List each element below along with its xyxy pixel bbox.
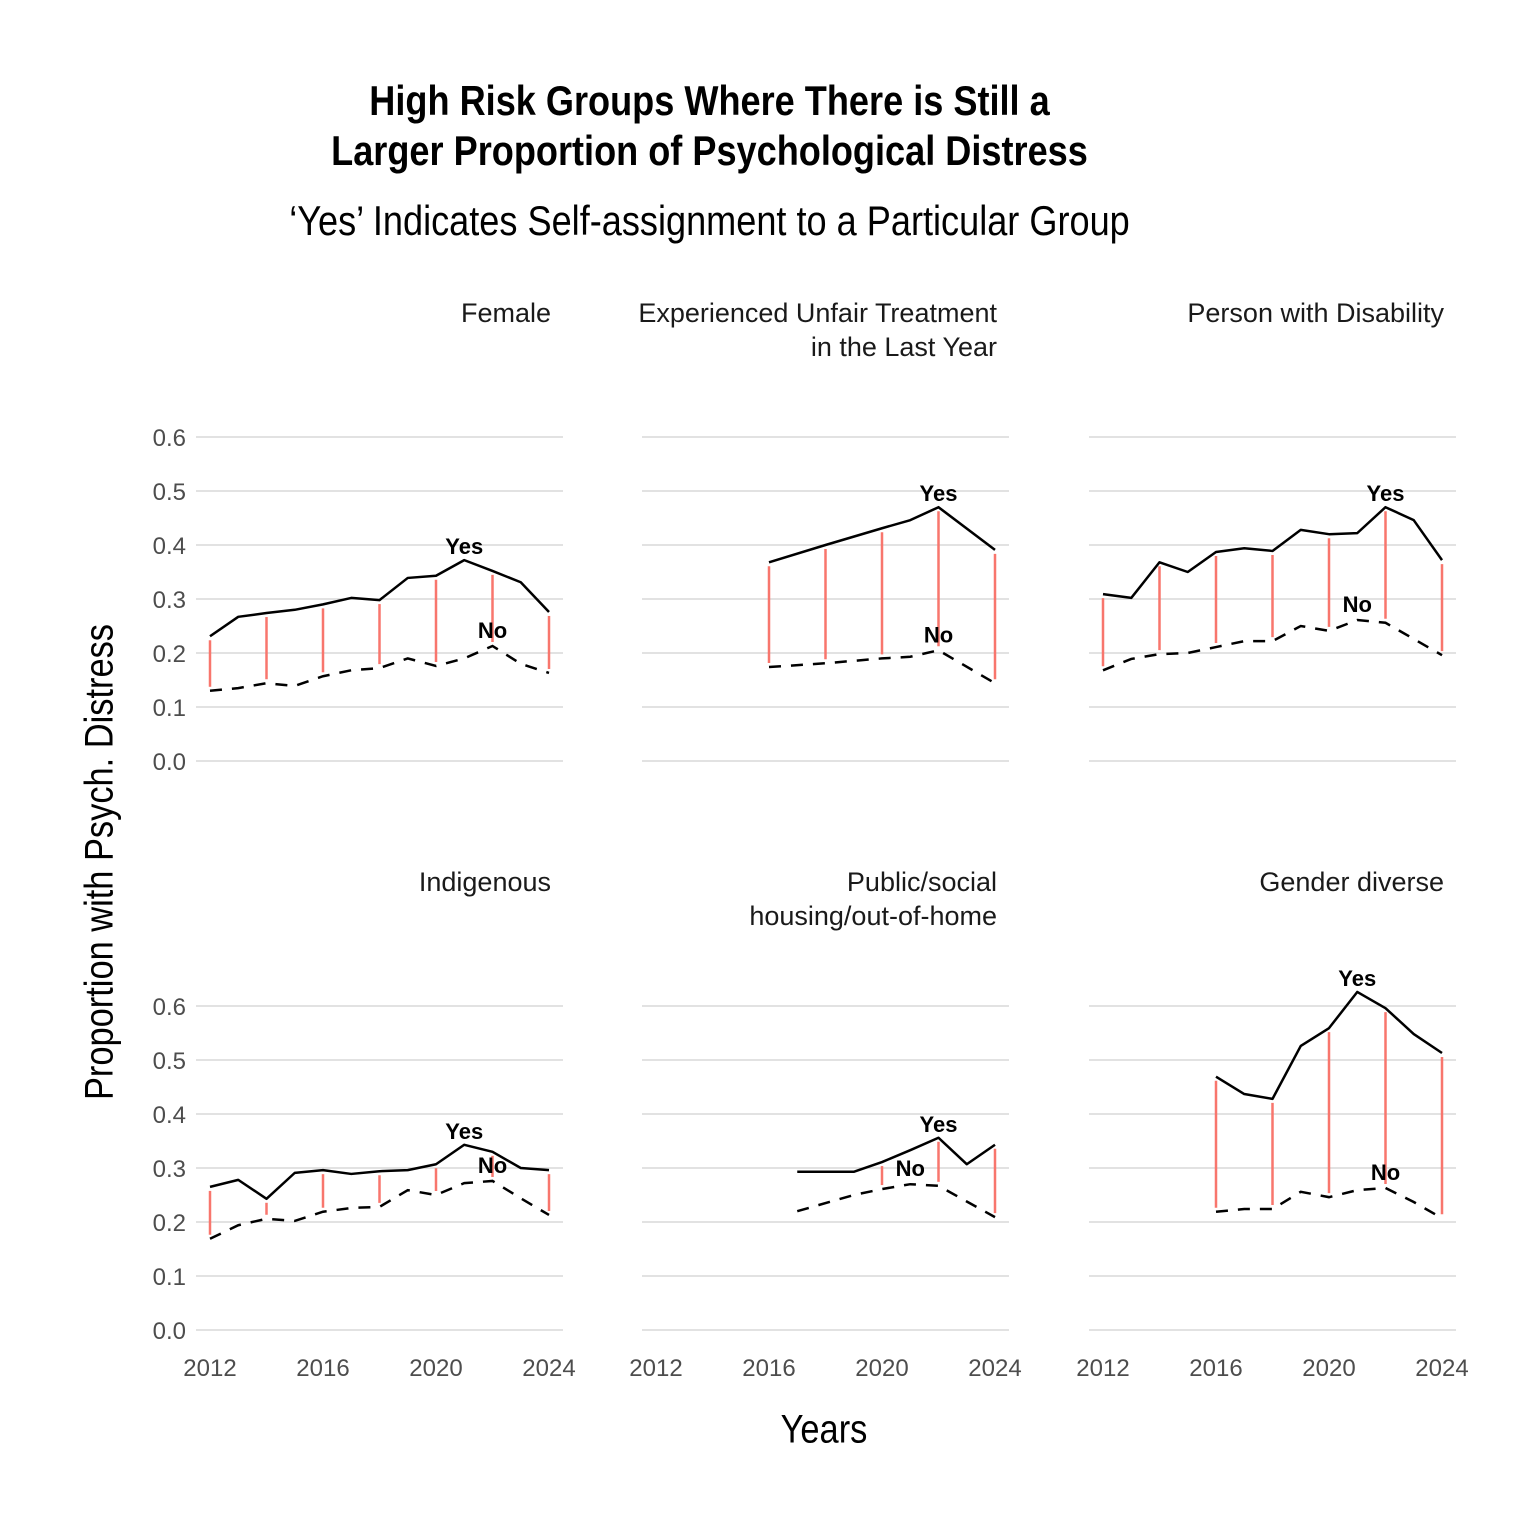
chart-subtitle: ‘Yes’ Indicates Self-assignment to a Par… (289, 197, 1130, 244)
y-tick-label: 0.4 (153, 1102, 186, 1129)
series-line-yes (209, 558, 550, 638)
x-tick-label: 2012 (183, 1355, 236, 1382)
x-tick-label: 2024 (1415, 1355, 1468, 1382)
series-line-yes (797, 1136, 996, 1174)
x-tick-label: 2020 (409, 1355, 462, 1382)
series-line-no (209, 1179, 550, 1240)
facet-strip-label: housing/out-of-home (749, 901, 997, 931)
x-tick-label: 2020 (855, 1355, 908, 1382)
panel-female: 0.0 0.1 0.2 0.3 0.4 0.5 0.6 Female Yes No (153, 298, 563, 776)
x-tick-label: 2020 (1302, 1355, 1355, 1382)
panel-gender-diverse: 2012 2016 2020 2024 Gender diverse Yes No (1076, 867, 1468, 1382)
series-label-yes: Yes (445, 534, 483, 559)
chart-title-line-1: High Risk Groups Where There is Still a (369, 77, 1050, 124)
series-label-no: No (896, 1156, 925, 1181)
series-line-no (768, 648, 996, 685)
facet-strip-label: in the Last Year (811, 332, 997, 362)
panel-experienced-unfair-treatment-in-the-last-year: Experienced Unfair Treatment in the Last … (638, 298, 1009, 762)
series-label-yes: Yes (445, 1119, 483, 1144)
y-tick-label: 0.2 (153, 1210, 186, 1237)
y-tick-label: 0.3 (153, 1156, 186, 1183)
x-tick-label: 2016 (1189, 1355, 1242, 1382)
facet-strip-label: Public/social (847, 867, 997, 897)
y-tick-label: 0.5 (153, 1048, 186, 1075)
panel-indigenous: 0.0 0.1 0.2 0.3 0.4 0.5 0.6 2012 2016 2020 2024 Ind… (153, 867, 576, 1382)
facet-strip-label: Female (461, 298, 551, 328)
series-line-yes (209, 1143, 550, 1201)
x-tick-label: 2024 (522, 1355, 575, 1382)
x-tick-label: 2012 (1076, 1355, 1129, 1382)
panel-public-social-housing-out-of-home: 2012 2016 2020 2024 Public/social housing/out… (629, 867, 1021, 1382)
x-tick-label: 2024 (968, 1355, 1021, 1382)
y-tick-label: 0.4 (153, 533, 186, 560)
series-label-no: No (924, 622, 953, 647)
facet-strip-label: Experienced Unfair Treatment (638, 298, 997, 328)
panel-person-with-disability: Person with Disability Yes No (1089, 298, 1456, 762)
series-line-no (1215, 1186, 1443, 1220)
y-tick-label: 0.0 (153, 1318, 186, 1345)
facet-strip-label: Person with Disability (1187, 298, 1444, 328)
x-tick-label: 2016 (742, 1355, 795, 1382)
series-label-no: No (1371, 1160, 1400, 1185)
series-line-yes (1102, 505, 1444, 600)
y-tick-label: 0.1 (153, 695, 186, 722)
y-tick-label: 0.3 (153, 587, 186, 614)
chart-title-line-2: Larger Proportion of Psychological Distr… (331, 127, 1088, 174)
series-label-yes: Yes (1338, 966, 1376, 991)
facet-strip-label: Gender diverse (1259, 867, 1444, 897)
y-tick-label: 0.5 (153, 479, 186, 506)
series-line-no (796, 1182, 996, 1219)
facet-strip-label: Indigenous (419, 867, 551, 897)
y-tick-label: 0.2 (153, 641, 186, 668)
series-line-no (1102, 618, 1443, 672)
series-line-yes (768, 505, 996, 564)
series-label-no: No (478, 618, 507, 643)
y-tick-label: 0.0 (153, 749, 186, 776)
series-line-yes (1215, 990, 1443, 1101)
chart-title: High Risk Groups Where There is Still a … (0, 76, 1419, 176)
y-tick-label: 0.1 (153, 1264, 186, 1291)
series-label-no: No (1343, 592, 1372, 617)
series-line-no (209, 644, 550, 693)
y-tick-label: 0.6 (153, 425, 186, 452)
x-tick-label: 2012 (629, 1355, 682, 1382)
x-axis-title: Years (780, 1407, 868, 1452)
x-tick-label: 2016 (296, 1355, 349, 1382)
series-label-yes: Yes (920, 481, 958, 506)
series-label-no: No (478, 1153, 507, 1178)
y-tick-label: 0.6 (153, 994, 186, 1021)
series-label-yes: Yes (920, 1112, 958, 1137)
series-label-yes: Yes (1367, 481, 1405, 506)
